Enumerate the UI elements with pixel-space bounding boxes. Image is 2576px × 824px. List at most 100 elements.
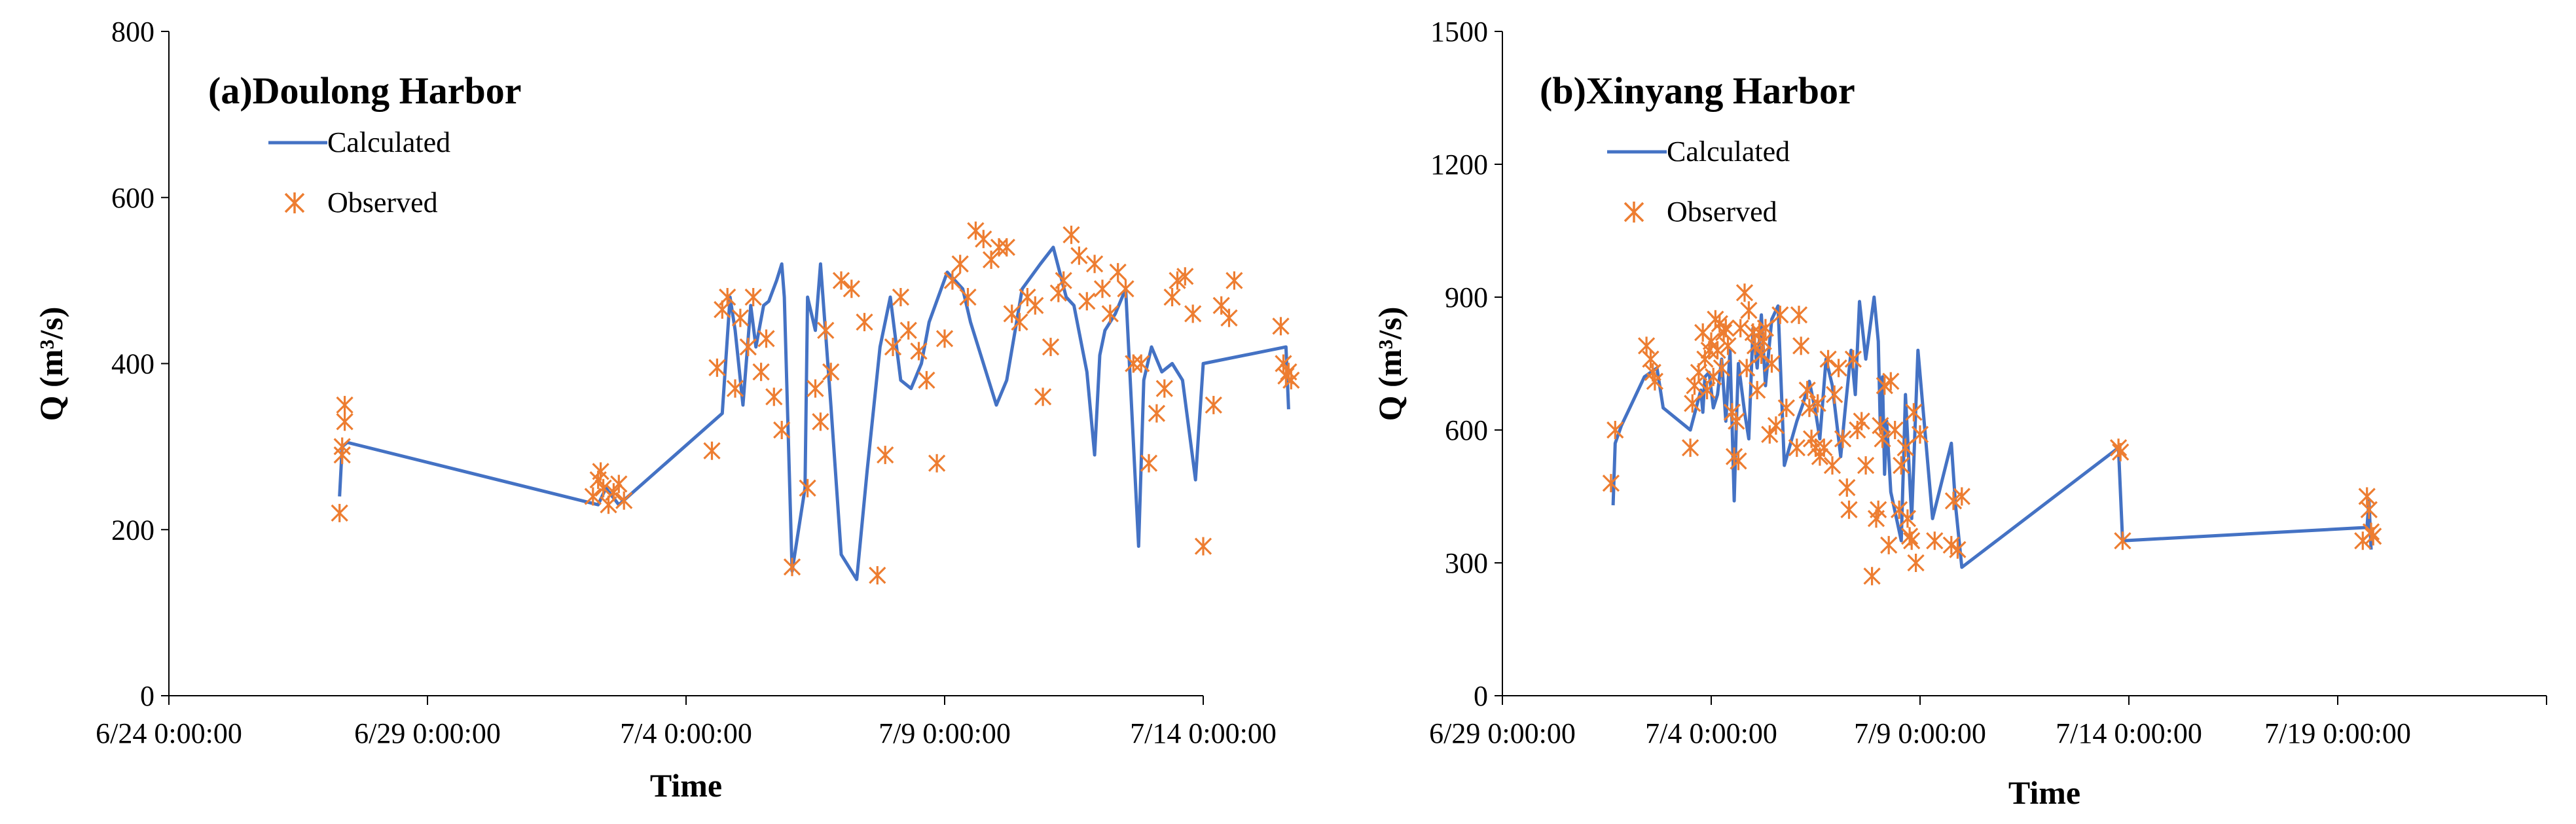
observed-point <box>856 313 873 332</box>
x-tick-label: 6/29 0:00:00 <box>1429 717 1576 749</box>
observed-point <box>1767 416 1785 435</box>
observed-point <box>1819 349 1837 368</box>
observed-point <box>884 338 902 357</box>
observed-point <box>1857 456 1875 475</box>
y-tick-label: 1200 <box>1430 149 1488 181</box>
observed-point <box>773 421 791 439</box>
axes <box>161 31 1204 705</box>
observed-point <box>1212 296 1230 315</box>
observed-point <box>1893 456 1910 475</box>
observed-point <box>1140 454 1158 473</box>
observed-point <box>1176 267 1194 286</box>
y-tick-label: 200 <box>111 514 154 546</box>
observed-point <box>1220 308 1238 327</box>
observed-point <box>1777 399 1795 418</box>
observed-point <box>610 475 628 493</box>
observed-point <box>892 288 910 306</box>
y-tick-label: 600 <box>1445 414 1488 446</box>
legend: Calculated Observed <box>268 126 450 219</box>
observed-point <box>765 387 783 406</box>
y-axis-title: Q (m³/s) <box>1371 307 1408 421</box>
observed-point <box>719 288 736 306</box>
observed-point <box>703 441 721 460</box>
observed-point <box>1646 372 1664 391</box>
observed-point <box>1602 474 1620 493</box>
observed-point <box>333 437 351 456</box>
observed-point <box>752 363 770 382</box>
observed-point <box>832 271 850 290</box>
legend-calculated-label: Calculated <box>1667 135 1790 168</box>
observed-point <box>1898 509 1917 528</box>
observed-point <box>869 566 886 584</box>
observed-point <box>1184 304 1202 323</box>
observed-point <box>1055 271 1072 290</box>
observed-point <box>1926 531 1944 550</box>
x-axis-title: Time <box>650 767 722 804</box>
observed-point <box>1746 336 1764 355</box>
x-tick-label: 6/29 0:00:00 <box>354 717 501 749</box>
observed-point <box>1880 535 1898 554</box>
observed-point <box>1953 487 1970 506</box>
observed-point <box>1882 372 1900 391</box>
y-tick-label: 1500 <box>1430 16 1488 48</box>
chart-panel-doulong: 0 200 400 600 800 6/24 0:00:00 6/29 0:00:00 7/… <box>33 16 1300 804</box>
observed-point <box>1730 452 1747 471</box>
x-tick-labels: 6/29 0:00:00 7/4 0:00:00 7/9 0:00:00 7/14 0… <box>1429 717 2411 749</box>
observed-point <box>1874 429 1891 448</box>
observed-point <box>1272 317 1290 336</box>
calculated-line <box>1611 295 2373 569</box>
observed-point <box>1205 395 1222 414</box>
observed-point <box>726 379 744 398</box>
y-tick-label: 300 <box>1445 547 1488 579</box>
observed-point <box>731 308 750 327</box>
observed-point <box>1949 540 1967 559</box>
observed-point <box>998 238 1015 257</box>
legend-observed-marker <box>1624 202 1644 223</box>
observed-point <box>990 238 1008 257</box>
observed-point <box>331 503 348 522</box>
observed-point <box>1684 394 1701 413</box>
chart-title: (b)Xinyang Harbor <box>1540 69 1855 112</box>
observed-point <box>592 462 609 481</box>
observed-point <box>1738 359 1756 378</box>
observed-point <box>1944 492 1963 511</box>
observed-point <box>1085 255 1104 274</box>
observed-point <box>1093 279 1112 298</box>
observed-point <box>1840 500 1858 519</box>
y-tick-label: 900 <box>1445 281 1488 313</box>
observed-point <box>1109 262 1127 281</box>
observed-point <box>2114 531 2132 550</box>
x-tick-label: 6/24 0:00:00 <box>96 717 242 749</box>
observed-series <box>1602 283 2382 586</box>
legend-observed-label: Observed <box>327 187 438 219</box>
observed-point <box>1728 412 1745 431</box>
legend-calculated-label: Calculated <box>327 126 450 158</box>
observed-point <box>708 358 726 377</box>
observed-point <box>1735 283 1754 302</box>
y-tick-label: 0 <box>1474 680 1488 712</box>
x-tick-label: 7/9 0:00:00 <box>1854 717 1986 749</box>
y-axis-title: Q (m³/s) <box>33 307 69 421</box>
observed-point <box>1101 304 1119 323</box>
observed-point <box>843 279 860 298</box>
x-tick-label: 7/9 0:00:00 <box>879 717 1011 749</box>
calculated-series <box>1611 295 2373 569</box>
observed-point <box>1792 336 1810 355</box>
observed-point <box>1034 387 1052 406</box>
y-tick-labels: 0 300 600 900 1200 1500 <box>1430 16 1488 712</box>
observed-point <box>877 446 894 465</box>
observed-point <box>910 342 928 361</box>
observed-point <box>783 558 801 577</box>
chart-title: (a)Doulong Harbor <box>208 69 522 112</box>
y-tick-label: 400 <box>111 348 154 380</box>
observed-point <box>1078 292 1096 311</box>
observed-point <box>812 412 829 431</box>
observed-point <box>1834 429 1852 448</box>
observed-point <box>1042 338 1060 357</box>
observed-point <box>2360 500 2378 519</box>
y-tick-label: 800 <box>111 16 154 48</box>
observed-point <box>1907 554 1925 572</box>
observed-point <box>1011 313 1028 332</box>
x-tick-label: 7/14 0:00:00 <box>1130 717 1277 749</box>
